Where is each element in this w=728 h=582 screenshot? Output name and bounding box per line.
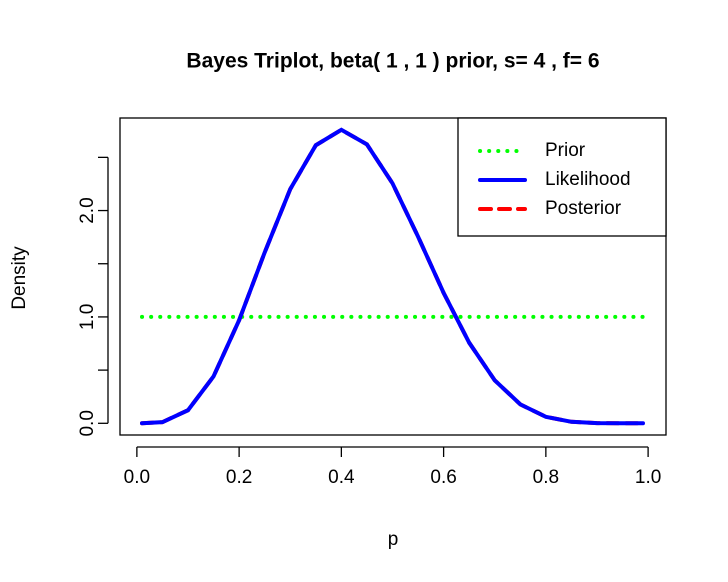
y-tick-label: 1.0 [77, 304, 98, 330]
chart-title: Bayes Triplot, beta( 1 , 1 ) prior, s= 4… [186, 50, 599, 73]
x-tick-label: 0.8 [533, 467, 559, 488]
x-tick-label: 0.0 [124, 467, 150, 488]
y-tick-label: 2.0 [77, 197, 98, 223]
plot-frame [119, 117, 667, 436]
legend-box [457, 117, 667, 237]
x-tick-label: 0.6 [430, 467, 456, 488]
x-tick-label: 0.4 [328, 467, 355, 488]
x-axis-label: p [388, 529, 399, 550]
x-tick-label: 1.0 [635, 467, 661, 488]
legend-label: Posterior [545, 198, 622, 219]
series-line [139, 127, 645, 426]
x-tick-label: 0.2 [226, 467, 252, 488]
legend-label: Likelihood [545, 169, 631, 190]
y-axis-label: Density [9, 246, 30, 310]
y-tick-label: 0.0 [77, 410, 98, 436]
legend-label: Prior [545, 140, 586, 161]
